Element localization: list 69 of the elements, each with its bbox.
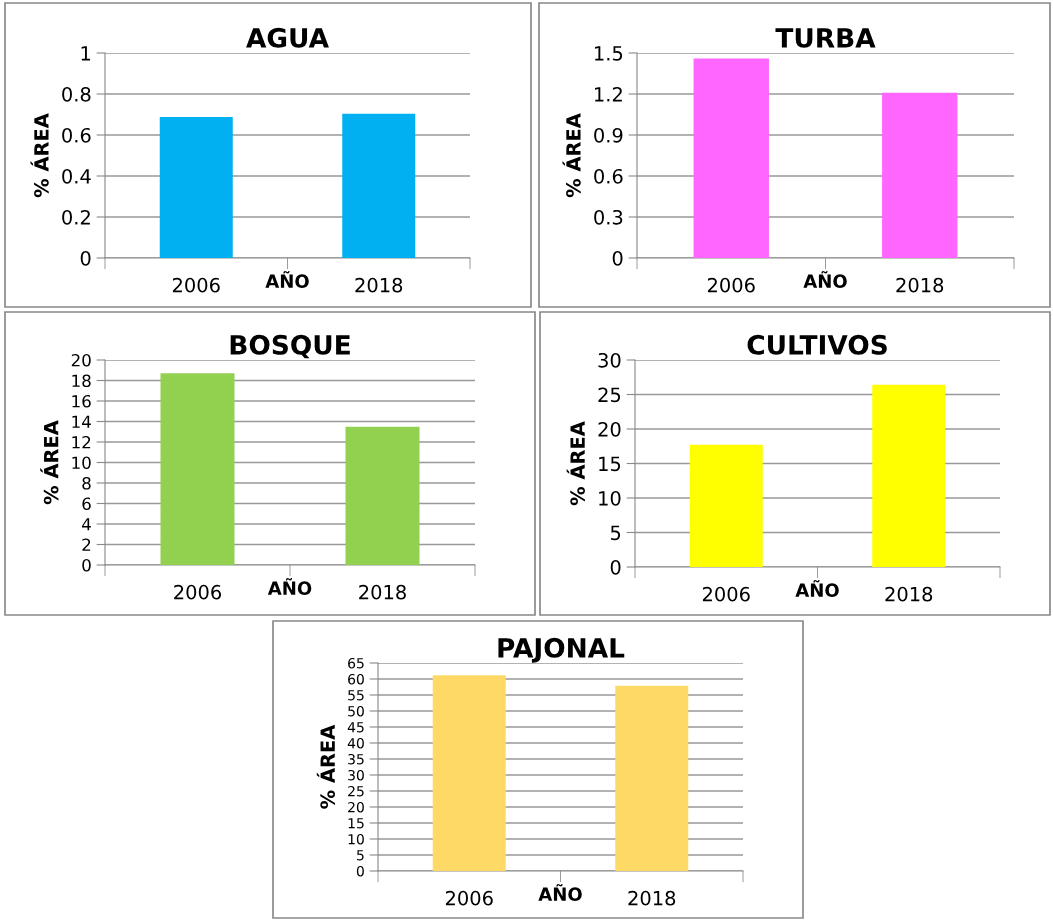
chart-title: BOSQUE: [230, 334, 350, 359]
chart-title: PAJONAL: [498, 637, 625, 663]
x-axis-title: AÑO: [267, 578, 312, 596]
y-tick-label: 0: [82, 558, 91, 572]
y-tick-label: 18: [72, 374, 91, 388]
y-tick-label: 0: [612, 250, 623, 266]
x-tick-label: 2006: [702, 586, 750, 602]
y-tick-label: 8: [82, 476, 91, 490]
x-axis-title: AÑO: [538, 884, 582, 902]
y-tick-label: 10: [348, 833, 364, 845]
y-tick-label: 10: [599, 490, 621, 506]
y-tick-label: 0.3: [594, 209, 623, 225]
y-tick-label: 0.6: [594, 168, 623, 184]
y-axis-title: % ÁREA: [562, 113, 581, 198]
y-tick-label: 0: [356, 865, 364, 877]
chart-title: TURBA: [775, 28, 876, 48]
y-tick-label: 1.2: [595, 86, 622, 102]
y-tick-label: 0.2: [62, 209, 90, 225]
y-tick-label: 55: [348, 690, 364, 701]
y-axis-title: % ÁREA: [566, 421, 585, 506]
y-tick-label: 20: [71, 353, 91, 367]
y-tick-label: 0: [610, 559, 621, 575]
x-tick-label: 2006: [445, 890, 493, 906]
y-tick-label: 15: [599, 456, 621, 472]
y-tick-label: 15: [348, 818, 364, 829]
y-tick-label: 65: [348, 657, 364, 669]
y-tick-label: 5: [610, 525, 621, 541]
x-axis-title: AÑO: [803, 271, 847, 289]
x-tick-label: 2018: [896, 277, 944, 293]
chart-title: AGUA: [246, 27, 329, 48]
x-tick-label: 2018: [885, 586, 933, 602]
y-tick-label: 1.5: [595, 46, 623, 61]
y-tick-label: 25: [348, 785, 364, 797]
y-axis-title: % ÁREA: [40, 420, 59, 505]
y-tick-label: 0.4: [62, 168, 91, 184]
y-tick-label: 0.9: [594, 127, 623, 143]
y-tick-label: 0: [80, 250, 91, 266]
y-tick-label: 25: [598, 387, 621, 403]
x-axis-title: AÑO: [795, 580, 839, 598]
y-tick-label: 14: [72, 415, 91, 428]
x-tick-label: 2018: [355, 277, 403, 293]
y-tick-label: 1: [81, 46, 91, 61]
y-tick-label: 0.6: [62, 127, 91, 143]
x-tick-label: 2006: [174, 584, 222, 600]
y-tick-label: 2: [82, 538, 91, 551]
y-axis-title: % ÁREA: [316, 724, 336, 809]
y-tick-label: 35: [348, 753, 364, 765]
y-tick-label: 50: [348, 705, 364, 717]
x-axis-title: AÑO: [265, 271, 309, 289]
y-tick-label: 20: [598, 421, 621, 437]
y-tick-label: 10: [72, 456, 91, 470]
y-tick-label: 20: [348, 801, 364, 813]
x-tick-label: 2018: [359, 584, 406, 600]
x-tick-label: 2006: [172, 277, 220, 293]
y-tick-label: 4: [82, 518, 91, 531]
y-axis-title: % ÁREA: [30, 113, 49, 198]
y-tick-label: 16: [72, 394, 91, 408]
x-tick-label: 2018: [628, 890, 676, 906]
x-tick-label: 2006: [707, 277, 755, 293]
y-tick-label: 12: [72, 435, 91, 449]
y-tick-label: 45: [347, 722, 364, 733]
y-tick-label: 30: [598, 352, 621, 368]
y-tick-label: 6: [82, 497, 91, 511]
y-tick-label: 40: [347, 737, 364, 749]
y-tick-label: 0.8: [62, 86, 91, 102]
y-tick-label: 60: [348, 673, 364, 685]
y-tick-label: 5: [357, 850, 364, 861]
chart-title: CULTIVOS: [747, 334, 887, 355]
y-tick-label: 30: [348, 769, 364, 781]
